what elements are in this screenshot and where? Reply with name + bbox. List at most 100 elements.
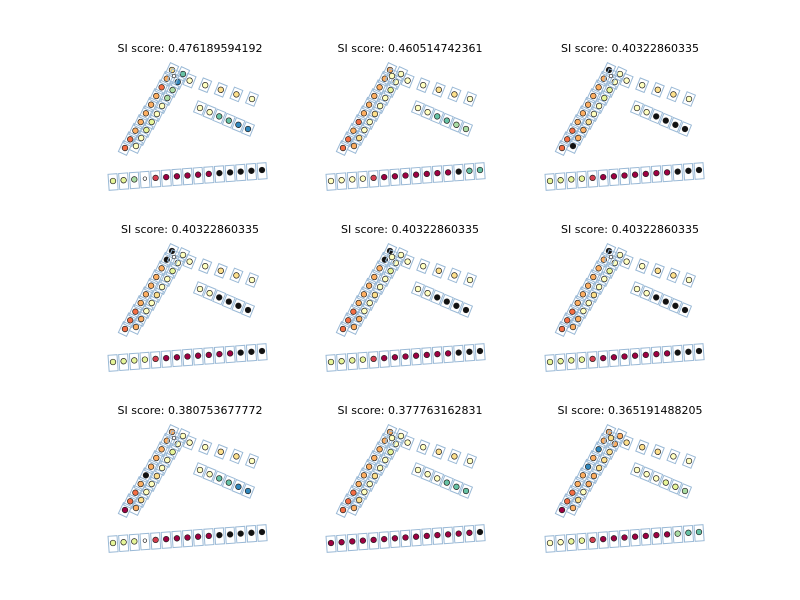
bottom-row-marker (139, 351, 151, 370)
upper-arm-marker (565, 484, 580, 501)
data-point (132, 308, 139, 315)
data-point (382, 94, 389, 102)
upper-arm-marker (378, 89, 393, 107)
marker-box (203, 347, 215, 365)
data-point (595, 102, 603, 110)
marker-box (565, 352, 577, 371)
subplot-panel: SI score: 0.40322860335 (544, 42, 705, 191)
data-point (653, 113, 660, 120)
marker-box (421, 528, 433, 546)
marker-box (133, 129, 149, 147)
marker-box (629, 166, 641, 185)
upper-arm-marker (149, 449, 164, 467)
bottom-row-marker (608, 349, 620, 368)
data-point (205, 532, 212, 540)
marker-box (170, 73, 186, 91)
marker-box (150, 532, 162, 550)
marker-box (171, 530, 183, 549)
data-point (633, 104, 641, 112)
bottom-row-marker (650, 346, 663, 364)
upper-arm-marker (170, 435, 186, 453)
marker-box (372, 260, 387, 277)
marker-box (389, 168, 401, 187)
data-point (355, 480, 362, 488)
data-point (120, 358, 127, 365)
data-point (466, 276, 474, 284)
bottom-row-marker (235, 525, 247, 544)
data-point (387, 86, 394, 94)
marker-box (447, 86, 462, 103)
marker-box (449, 478, 464, 495)
marker-box (681, 453, 697, 469)
upper-arm-marker (165, 443, 180, 461)
data-point (575, 315, 582, 323)
data-point (171, 254, 177, 260)
data-point (359, 537, 367, 544)
marker-box (619, 253, 634, 270)
marker-box (416, 258, 431, 275)
marker-box (389, 349, 401, 368)
marker-box (160, 169, 172, 187)
marker-box (416, 439, 431, 456)
marker-box (608, 349, 620, 368)
bottom-row-marker (672, 344, 684, 363)
marker-box (586, 268, 601, 286)
data-point (674, 349, 681, 356)
data-point (590, 291, 598, 299)
data-point (434, 531, 441, 539)
bottom-row-marker (192, 347, 204, 366)
bottom-row-marker (640, 528, 652, 546)
marker-box (229, 448, 244, 465)
marker-box (221, 293, 236, 310)
data-point (205, 351, 212, 359)
data-point (202, 82, 209, 89)
marker-box (449, 297, 464, 314)
marker-box (181, 167, 194, 186)
data-point (685, 348, 692, 355)
marker-box (635, 258, 650, 275)
marker-box (650, 527, 663, 545)
marker-box (229, 86, 244, 103)
marker-box (149, 467, 165, 485)
upper-arm-marker (346, 122, 361, 139)
marker-box (378, 270, 393, 288)
marker-box (235, 525, 247, 544)
bottom-row-marker (139, 532, 151, 551)
data-point (356, 496, 363, 504)
data-point (217, 267, 224, 274)
upper-arm-marker (383, 443, 398, 461)
data-point (575, 496, 582, 504)
marker-box (202, 104, 217, 121)
data-point (148, 480, 155, 488)
marker-box (635, 439, 650, 456)
marker-box (581, 475, 596, 493)
right-arm-marker (458, 121, 474, 137)
marker-box (576, 351, 588, 370)
data-point (672, 121, 679, 128)
data-point (345, 317, 352, 324)
data-point (365, 282, 373, 289)
data-point (435, 267, 442, 274)
subplot-panel: SI score: 0.460514742361 (325, 42, 486, 191)
marker-box (224, 526, 236, 545)
marker-box (235, 344, 247, 363)
marker-box (144, 294, 159, 312)
right-arm-marker (619, 72, 634, 89)
marker-box (410, 166, 422, 185)
data-point (564, 136, 571, 143)
marker-box (372, 97, 388, 115)
marker-box (565, 484, 580, 501)
right-arm-marker (384, 430, 400, 446)
upper-arm-marker (565, 303, 580, 320)
data-point (476, 166, 484, 174)
data-point (163, 354, 170, 362)
marker-box (346, 122, 361, 139)
data-point (423, 170, 430, 178)
marker-box (367, 268, 382, 286)
bottom-row-marker (608, 530, 620, 549)
data-point (633, 285, 641, 293)
marker-box (658, 474, 673, 491)
bottom-row-marker (368, 532, 380, 550)
right-arm-marker (439, 293, 454, 310)
bottom-row-marker (431, 527, 444, 545)
